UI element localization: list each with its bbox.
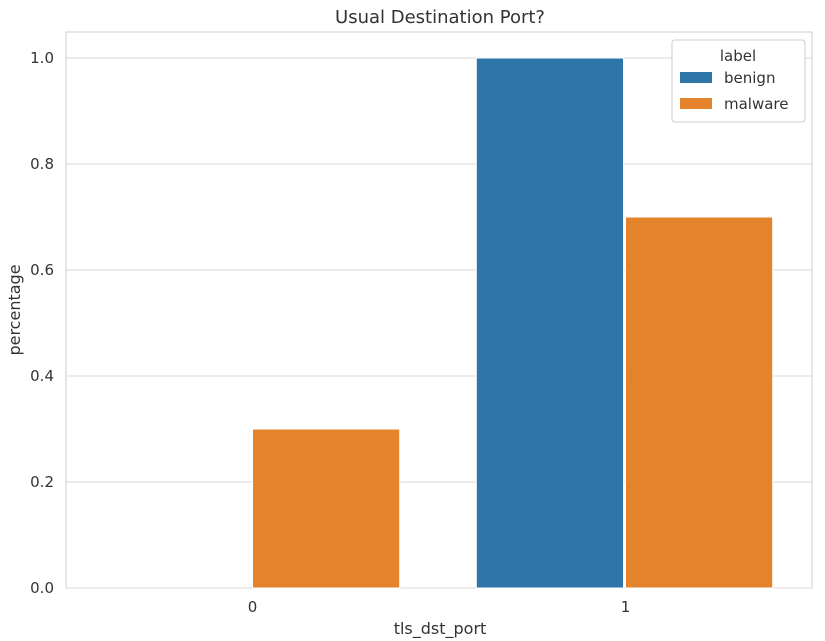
- legend-label-malware: malware: [724, 95, 789, 113]
- bar-malware-0: [252, 428, 401, 589]
- legend-swatch-malware: [680, 98, 712, 109]
- bar-malware-1: [625, 216, 774, 589]
- y-axis-label: percentage: [5, 264, 24, 355]
- y-tick-label-3: 0.6: [30, 261, 54, 279]
- y-tick-labels: 0.0 0.2 0.4 0.6 0.8 1.0: [30, 49, 54, 597]
- chart-title: Usual Destination Port?: [335, 7, 545, 28]
- y-tick-label-4: 0.8: [30, 155, 54, 173]
- y-tick-label-2: 0.4: [30, 367, 54, 385]
- legend-swatch-benign: [680, 72, 712, 83]
- x-tick-label-1: 1: [621, 598, 631, 616]
- bars: [252, 57, 774, 589]
- x-axis-label: tls_dst_port: [394, 619, 487, 639]
- y-tick-label-1: 0.2: [30, 473, 54, 491]
- bar-benign-1: [475, 57, 624, 589]
- y-tick-label-0: 0.0: [30, 579, 54, 597]
- y-tick-label-5: 1.0: [30, 49, 54, 67]
- legend-title: label: [720, 47, 756, 65]
- x-tick-label-0: 0: [248, 598, 258, 616]
- legend-label-benign: benign: [724, 69, 775, 87]
- legend: label benign malware: [671, 39, 806, 123]
